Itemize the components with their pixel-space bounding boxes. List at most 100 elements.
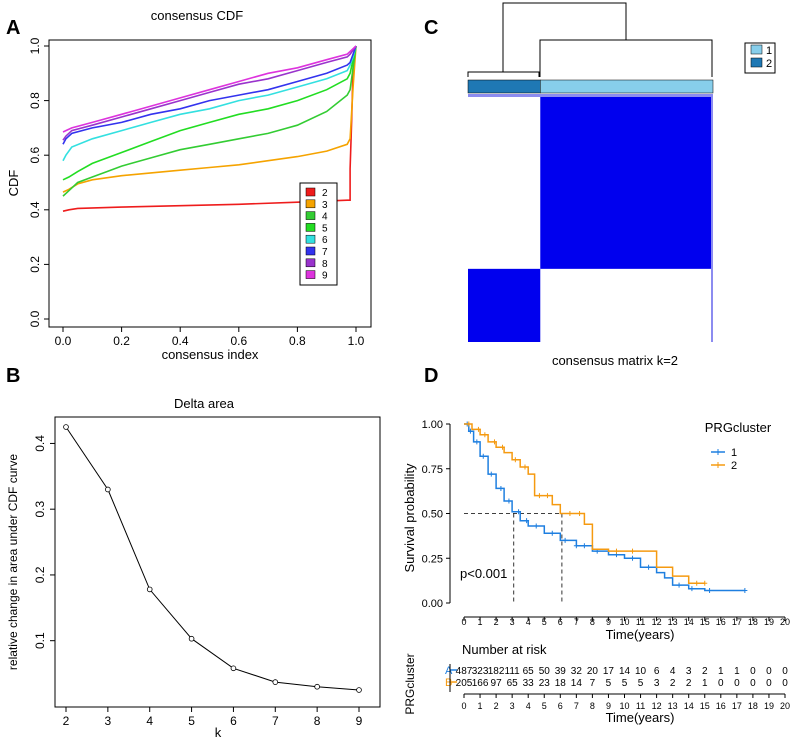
- cluster-bar-1: [467, 79, 541, 94]
- risk-cell: 182: [488, 666, 505, 677]
- delta-point: [314, 683, 320, 690]
- censor-mark-2: [577, 511, 583, 516]
- cdf-x-tick-label: 1.0: [348, 334, 365, 348]
- censor-mark-1: [676, 582, 682, 588]
- cdf-legend-label-k2: 2: [322, 188, 328, 199]
- cdf-legend-label-k4: 4: [322, 212, 328, 223]
- delta-point: [230, 665, 237, 672]
- risk-cell: 23: [539, 678, 551, 689]
- risk-cell: 65: [523, 666, 535, 677]
- censor-mark-1: [573, 543, 579, 549]
- cdf-legend-swatch-k4: [305, 211, 316, 220]
- censor-mark-2: [544, 493, 550, 499]
- cdf-y-tick-label: 0.2: [28, 256, 42, 273]
- risk-table-y-label: PRGcluster: [403, 653, 417, 714]
- survival-y-axis: 0.00 0.25 0.50 0.75 1.00: [422, 419, 451, 610]
- survival-legend-label-1: 1: [731, 447, 737, 459]
- survival-x-tick-label: 16: [716, 617, 726, 627]
- p-value: p<0.001: [460, 566, 507, 581]
- survival-x-tick-label: 9: [606, 617, 611, 627]
- risk-cell: 0: [782, 678, 788, 689]
- cdf-line-k8: [62, 45, 357, 141]
- risk-x-tick-label: 10: [619, 701, 629, 711]
- risk-x-tick-label: 3: [510, 701, 515, 711]
- risk-cell: 17: [603, 666, 615, 677]
- censor-mark-1: [488, 471, 494, 477]
- risk-cell: 323: [472, 666, 489, 677]
- risk-cell: 111: [505, 666, 521, 677]
- cdf-legend-label-k8: 8: [322, 259, 328, 270]
- risk-x-tick-label: 20: [780, 701, 790, 711]
- delta-point: [146, 586, 153, 593]
- matrix-legend-label-2: 2: [766, 58, 772, 70]
- matrix-legend-items: 12: [750, 44, 772, 70]
- survival-curves: [464, 421, 748, 593]
- survival-y-tick-label: 1.00: [422, 419, 443, 431]
- censor-mark-2: [536, 493, 542, 499]
- risk-x-tick-label: 0: [461, 701, 466, 711]
- delta-x-tick-label: 2: [63, 714, 70, 728]
- survival-x-tick-label: 8: [590, 617, 595, 627]
- cdf-legend-swatch-k7: [305, 246, 316, 256]
- survival-y-tick-label: 0.00: [422, 598, 443, 610]
- delta-x-tick-label: 9: [356, 714, 363, 728]
- survival-x-tick-label: 14: [684, 617, 694, 627]
- risk-cell: 166: [472, 678, 489, 689]
- censor-mark-1: [689, 586, 695, 592]
- censor-mark-2: [475, 426, 481, 432]
- cdf-x-tick-label: 0.4: [172, 334, 189, 348]
- risk-cell: 10: [635, 666, 647, 677]
- risk-cell: 5: [606, 678, 612, 689]
- censor-mark-1: [480, 453, 486, 459]
- risk-cell: 50: [539, 666, 551, 677]
- cdf-legend-swatch-k3: [305, 199, 316, 209]
- risk-cell: 2: [702, 666, 708, 677]
- risk-x-tick-label: 1: [478, 701, 483, 711]
- cdf-x-tick-label: 0.0: [55, 334, 72, 348]
- dendrogram-root: [502, 2, 627, 72]
- panel-c-consensus-matrix: consensus matrix k=2 12: [467, 2, 776, 368]
- risk-cell: 5: [622, 678, 628, 689]
- survival-curve-1: [464, 423, 745, 592]
- cdf-legend-label-k7: 7: [322, 247, 328, 258]
- risk-cell: 20: [587, 666, 599, 677]
- risk-table-x-axis: 0 1 2 3 4 5 6 7 8 9 10 11 12 13 14 15 16 17 18 19 20: [449, 664, 790, 711]
- delta-x-tick-label: 7: [272, 714, 279, 728]
- survival-x-tick-label: 11: [636, 617, 645, 627]
- censor-mark-1: [549, 530, 555, 536]
- survival-x-tick-label: 0: [461, 617, 466, 627]
- delta-point: [272, 679, 279, 685]
- cdf-y-tick-label: 0.6: [28, 147, 42, 164]
- risk-cell: 18: [555, 678, 567, 689]
- censor-mark-1: [516, 509, 522, 515]
- matrix-block-cluster-1: [468, 268, 541, 342]
- risk-cell: 97: [491, 678, 503, 689]
- censor-mark-2: [500, 444, 506, 450]
- survival-legend-label-2: 2: [731, 460, 737, 472]
- matrix-top-edge: [468, 94, 713, 97]
- risk-cell: 14: [619, 666, 631, 677]
- delta-y-tick-label: 0.4: [33, 435, 47, 452]
- dendrogram: [467, 2, 713, 77]
- risk-cell: 3: [686, 666, 692, 677]
- survival-curve-2: [464, 423, 705, 585]
- risk-x-tick-label: 12: [652, 701, 662, 711]
- cdf-legend-swatch-k2: [305, 187, 316, 197]
- cdf-legend-label-k3: 3: [322, 200, 328, 211]
- cdf-lines: [62, 45, 357, 212]
- risk-table-x-label: Time(years): [606, 710, 675, 725]
- censor-mark-2: [567, 511, 573, 516]
- delta-x-tick-label: 8: [314, 714, 321, 728]
- survival-x-tick-label: 15: [700, 617, 710, 627]
- delta-line-path: [65, 426, 360, 691]
- cdf-y-tick-label: 1.0: [28, 37, 42, 54]
- risk-cell: 2: [670, 678, 676, 689]
- censor-mark-2: [694, 580, 700, 586]
- survival-x-tick-label: 4: [526, 617, 531, 627]
- risk-cell: 0: [782, 666, 788, 677]
- cluster-bar-2: [540, 79, 714, 94]
- delta-x-tick-label: 5: [188, 714, 195, 728]
- risk-cell: 14: [571, 678, 583, 689]
- censor-mark-1: [562, 537, 568, 543]
- cdf-line-k6: [62, 45, 357, 162]
